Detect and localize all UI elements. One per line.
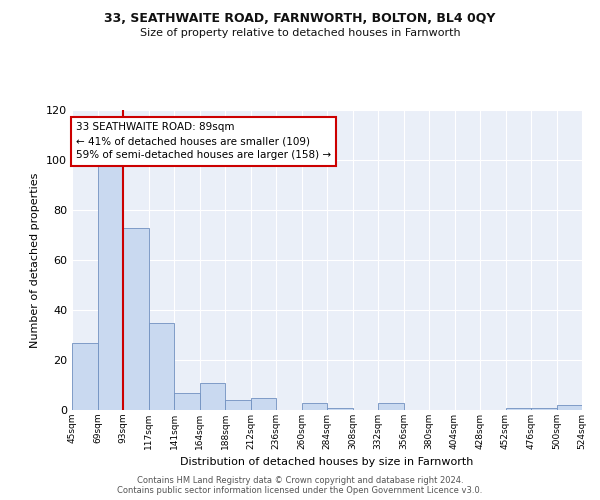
Bar — [149, 322, 174, 410]
Bar — [302, 402, 327, 410]
Bar — [251, 398, 276, 410]
Text: Size of property relative to detached houses in Farnworth: Size of property relative to detached ho… — [140, 28, 460, 38]
Text: 33, SEATHWAITE ROAD, FARNWORTH, BOLTON, BL4 0QY: 33, SEATHWAITE ROAD, FARNWORTH, BOLTON, … — [104, 12, 496, 26]
Bar — [327, 408, 353, 410]
Bar — [97, 160, 123, 410]
Bar — [531, 408, 557, 410]
Bar — [557, 405, 582, 410]
Bar — [199, 382, 225, 410]
Bar — [72, 342, 97, 410]
Bar — [505, 408, 531, 410]
X-axis label: Distribution of detached houses by size in Farnworth: Distribution of detached houses by size … — [181, 458, 473, 468]
Text: Contains public sector information licensed under the Open Government Licence v3: Contains public sector information licen… — [118, 486, 482, 495]
Bar — [123, 228, 149, 410]
Bar — [378, 402, 404, 410]
Bar — [174, 392, 199, 410]
Y-axis label: Number of detached properties: Number of detached properties — [31, 172, 40, 348]
Text: 33 SEATHWAITE ROAD: 89sqm
← 41% of detached houses are smaller (109)
59% of semi: 33 SEATHWAITE ROAD: 89sqm ← 41% of detac… — [76, 122, 331, 160]
Text: Contains HM Land Registry data © Crown copyright and database right 2024.: Contains HM Land Registry data © Crown c… — [137, 476, 463, 485]
Bar — [225, 400, 251, 410]
